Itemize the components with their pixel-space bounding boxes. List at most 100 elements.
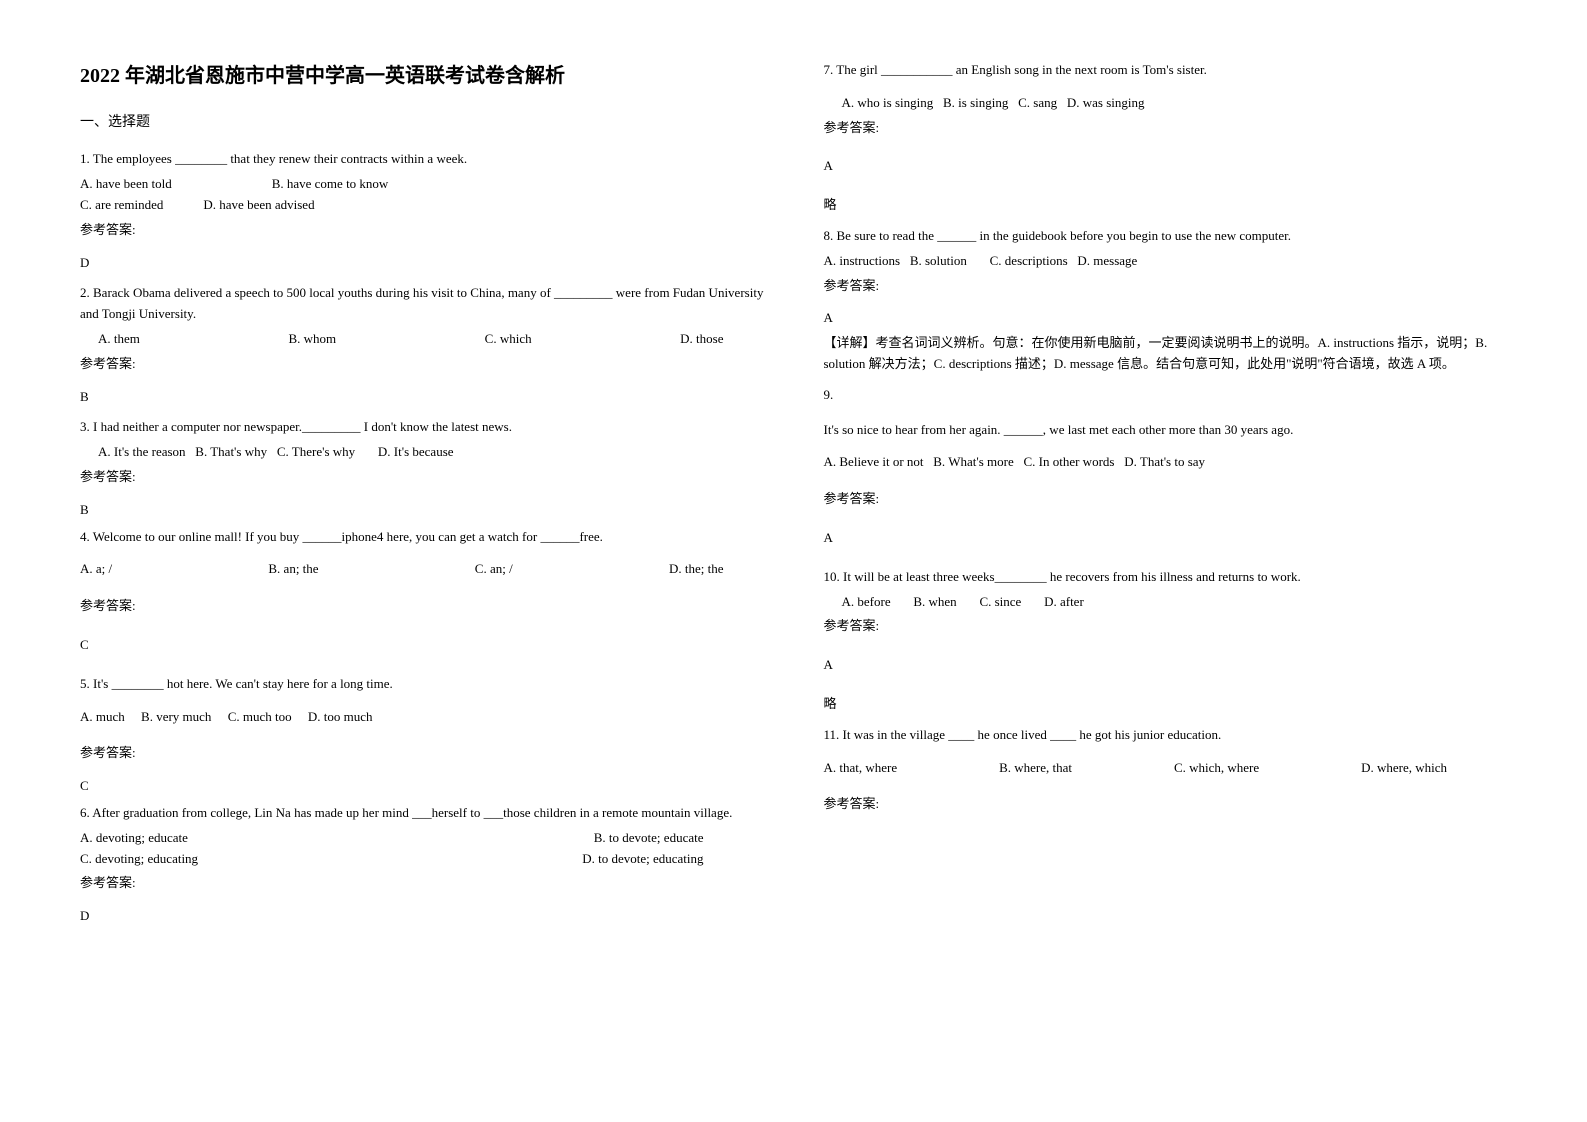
answer-value: B [80, 500, 764, 521]
question-options: A. It's the reason B. That's why C. Ther… [80, 442, 764, 463]
answer-explanation: 【详解】考查名词词义辨析。句意：在你使用新电脑前，一定要阅读说明书上的说明。A.… [824, 333, 1508, 375]
option-b: B. whom [288, 329, 336, 350]
option-d: D. That's to say [1124, 452, 1205, 473]
option-c: C. an; / [475, 559, 513, 580]
question-text: 4. Welcome to our online mall! If you bu… [80, 527, 764, 548]
question-options: A. have been told B. have come to know C… [80, 174, 764, 216]
question-options: A. much B. very much C. much too D. too … [80, 707, 764, 728]
option-d: D. have been advised [203, 195, 314, 216]
answer-label: 参考答案: [824, 794, 1508, 815]
answer-label: 参考答案: [80, 467, 764, 488]
option-b: B. very much [141, 707, 211, 728]
question-options: A. before B. when C. since D. after [824, 592, 1508, 613]
answer-value: D [80, 906, 764, 927]
option-a: A. them [98, 329, 140, 350]
option-a: A. much [80, 707, 125, 728]
question-text: 6. After graduation from college, Lin Na… [80, 803, 764, 824]
question-options: A. devoting; educate B. to devote; educa… [80, 828, 764, 870]
answer-value: A [824, 308, 1508, 329]
answer-value: D [80, 253, 764, 274]
question-options: A. who is singing B. is singing C. sang … [824, 93, 1508, 114]
option-d: D. to devote; educating [582, 849, 703, 870]
option-b: B. an; the [268, 559, 318, 580]
option-c: C. In other words [1023, 452, 1114, 473]
answer-value: B [80, 387, 764, 408]
option-c: C. There's why [277, 442, 355, 463]
page-title: 2022 年湖北省恩施市中营中学高一英语联考试卷含解析 [80, 60, 764, 92]
answer-value: C [80, 635, 764, 656]
answer-label: 参考答案: [824, 276, 1508, 297]
answer-value: A [824, 528, 1508, 549]
option-c: C. are reminded [80, 195, 163, 216]
option-a: A. before [842, 592, 891, 613]
answer-label: 参考答案: [824, 616, 1508, 637]
option-b: B. have come to know [272, 174, 389, 195]
question-options: A. instructions B. solution C. descripti… [824, 251, 1508, 272]
answer-label: 参考答案: [824, 118, 1508, 139]
question-5: 5. It's ________ hot here. We can't stay… [80, 666, 764, 797]
answer-omit: 略 [824, 694, 1508, 715]
question-text: It's so nice to hear from her again. ___… [824, 420, 1508, 441]
question-2: 2. Barack Obama delivered a speech to 50… [80, 283, 764, 407]
option-b: B. That's why [195, 442, 267, 463]
option-c: C. which [485, 329, 532, 350]
answer-label: 参考答案: [824, 489, 1508, 510]
option-d: D. the; the [669, 559, 724, 580]
question-3: 3. I had neither a computer nor newspape… [80, 417, 764, 520]
option-a: A. a; / [80, 559, 112, 580]
question-options: A. them B. whom C. which D. those [80, 329, 764, 350]
option-d: D. message [1077, 251, 1137, 272]
answer-label: 参考答案: [80, 873, 764, 894]
option-b: B. is singing [943, 93, 1008, 114]
question-text: 11. It was in the village ____ he once l… [824, 725, 1508, 746]
answer-value: A [824, 655, 1508, 676]
question-options: A. that, where B. where, that C. which, … [824, 758, 1508, 779]
option-a: A. have been told [80, 174, 172, 195]
answer-value: C [80, 776, 764, 797]
option-b: B. solution [910, 251, 967, 272]
option-d: D. was singing [1067, 93, 1145, 114]
question-11: 11. It was in the village ____ he once l… [824, 725, 1508, 815]
option-c: C. which, where [1174, 758, 1259, 779]
left-column: 2022 年湖北省恩施市中营中学高一英语联考试卷含解析 一、选择题 1. The… [80, 60, 764, 937]
answer-label: 参考答案: [80, 596, 764, 617]
option-b: B. when [913, 592, 956, 613]
question-9: 9. It's so nice to hear from her again. … [824, 385, 1508, 549]
option-c: C. much too [228, 707, 292, 728]
option-d: D. too much [308, 707, 373, 728]
question-text: 2. Barack Obama delivered a speech to 50… [80, 283, 764, 325]
question-6: 6. After graduation from college, Lin Na… [80, 803, 764, 927]
question-10: 10. It will be at least three weeks_____… [824, 559, 1508, 715]
option-c: C. descriptions [990, 251, 1068, 272]
question-text: 8. Be sure to read the ______ in the gui… [824, 226, 1508, 247]
answer-label: 参考答案: [80, 743, 764, 764]
option-c: C. devoting; educating [80, 849, 198, 870]
option-c: C. since [979, 592, 1021, 613]
question-7: 7. The girl ___________ an English song … [824, 60, 1508, 216]
answer-label: 参考答案: [80, 354, 764, 375]
answer-label: 参考答案: [80, 220, 764, 241]
question-number: 9. [824, 385, 1508, 406]
question-1: 1. The employees ________ that they rene… [80, 149, 764, 273]
question-text: 5. It's ________ hot here. We can't stay… [80, 674, 764, 695]
option-d: D. where, which [1361, 758, 1447, 779]
option-b: B. where, that [999, 758, 1072, 779]
question-8: 8. Be sure to read the ______ in the gui… [824, 226, 1508, 375]
question-text: 3. I had neither a computer nor newspape… [80, 417, 764, 438]
option-a: A. devoting; educate [80, 828, 188, 849]
option-a: A. that, where [824, 758, 898, 779]
option-a: A. instructions [824, 251, 901, 272]
option-a: A. who is singing [842, 93, 934, 114]
answer-omit: 略 [824, 195, 1508, 216]
question-text: 7. The girl ___________ an English song … [824, 60, 1508, 81]
option-d: D. It's because [378, 442, 454, 463]
option-b: B. What's more [933, 452, 1013, 473]
right-column: 7. The girl ___________ an English song … [824, 60, 1508, 937]
question-4: 4. Welcome to our online mall! If you bu… [80, 527, 764, 656]
option-d: D. after [1044, 592, 1084, 613]
answer-value: A [824, 156, 1508, 177]
question-options: A. Believe it or not B. What's more C. I… [824, 452, 1508, 473]
option-a: A. It's the reason [98, 442, 186, 463]
option-d: D. those [680, 329, 723, 350]
question-text: 10. It will be at least three weeks_____… [824, 567, 1508, 588]
